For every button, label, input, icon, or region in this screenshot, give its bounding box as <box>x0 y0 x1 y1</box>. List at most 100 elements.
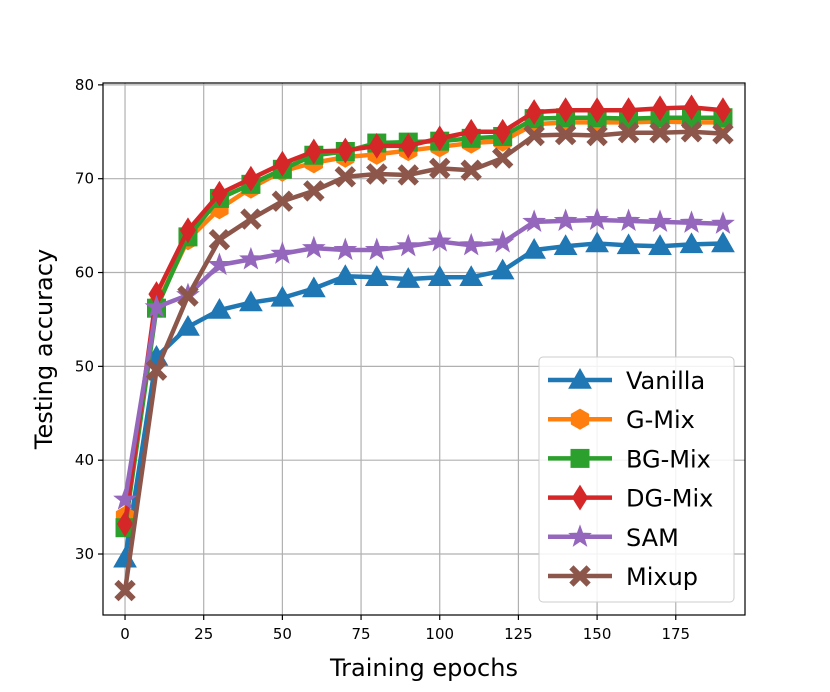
x-tick-label: 75 <box>352 625 371 643</box>
legend-label: BG-Mix <box>626 445 711 473</box>
data-point <box>711 211 735 234</box>
data-point <box>303 180 325 202</box>
x-tick-label: 25 <box>194 625 213 643</box>
axis-ticks: 0 25 50 75 100 125 150 175 30 40 50 60 70 80 <box>75 76 690 643</box>
data-point <box>649 122 671 144</box>
x-tick-label: 50 <box>273 625 292 643</box>
legend-label: SAM <box>626 524 679 552</box>
data-point <box>144 294 169 318</box>
x-tick-label: 100 <box>425 625 454 643</box>
data-point <box>239 246 263 270</box>
y-tick-label: 70 <box>75 170 94 188</box>
data-point <box>648 234 672 256</box>
data-point <box>179 217 197 244</box>
data-point <box>459 232 484 256</box>
legend-item: Mixup <box>548 563 698 591</box>
legend-label: Mixup <box>626 563 698 591</box>
plot-frame <box>102 82 746 616</box>
legend-item: BG-Mix <box>548 445 711 473</box>
data-point <box>274 150 291 177</box>
legend: Vanilla G-Mix BG-Mix DG-Mix SAM Mixup <box>538 356 735 603</box>
data-point <box>211 180 228 207</box>
data-point <box>207 252 232 276</box>
data-point <box>337 137 354 164</box>
data-point <box>680 121 703 143</box>
data-point <box>145 359 168 381</box>
data-point <box>553 234 578 256</box>
data-point <box>711 231 735 253</box>
data-point <box>712 122 734 145</box>
data-point <box>334 166 357 188</box>
data-point <box>242 165 260 192</box>
series-vanilla <box>113 231 735 568</box>
data-point <box>301 235 326 259</box>
data-point <box>333 237 358 261</box>
legend-marker <box>570 408 590 430</box>
legend-item: SAM <box>548 524 679 552</box>
data-point <box>648 209 672 232</box>
data-point <box>553 208 578 232</box>
data-point <box>208 228 231 251</box>
y-axis-label: Testing accuracy <box>30 249 58 450</box>
data-point <box>523 124 545 147</box>
data-point <box>207 298 232 319</box>
x-axis-label: Training epochs <box>329 654 518 682</box>
data-point <box>305 138 322 165</box>
data-point <box>714 97 732 124</box>
data-point <box>491 147 514 169</box>
data-point <box>427 229 452 252</box>
data-point <box>490 230 515 253</box>
data-point <box>431 125 448 152</box>
series-mixup <box>114 121 734 602</box>
data-point <box>429 157 451 180</box>
series-layer <box>113 94 735 602</box>
data-point <box>554 123 577 146</box>
legend-marker <box>569 565 591 587</box>
data-point <box>651 95 669 122</box>
data-point <box>586 124 608 147</box>
data-point <box>617 122 640 144</box>
data-point <box>113 487 137 510</box>
data-point <box>114 579 136 602</box>
data-point <box>620 97 637 124</box>
data-point <box>176 314 200 336</box>
data-point <box>366 163 388 185</box>
legend-label: Vanilla <box>626 367 705 395</box>
data-point <box>116 511 134 537</box>
data-point <box>616 233 641 255</box>
x-tick-label: 0 <box>120 625 130 643</box>
x-tick-label: 150 <box>583 625 612 643</box>
data-point <box>616 208 641 232</box>
legend-item: DG-Mix <box>548 485 713 513</box>
data-point <box>364 237 389 261</box>
legend-marker <box>571 484 589 511</box>
data-point <box>522 238 547 259</box>
series-dg-mix <box>116 94 732 537</box>
data-point <box>396 267 421 288</box>
data-point <box>460 159 482 181</box>
data-point <box>239 290 263 312</box>
data-point <box>271 190 294 212</box>
data-point <box>396 233 421 257</box>
data-point <box>427 265 452 286</box>
y-tick-label: 60 <box>75 264 94 282</box>
data-point <box>490 258 515 280</box>
data-point <box>526 99 543 126</box>
data-point <box>400 132 417 159</box>
legend-marker <box>570 448 590 468</box>
data-point <box>585 231 609 253</box>
data-point <box>679 210 704 233</box>
data-point <box>240 208 262 230</box>
x-tick-label: 175 <box>661 625 690 643</box>
y-tick-label: 30 <box>75 545 94 563</box>
data-point <box>494 118 511 145</box>
data-point <box>270 285 295 307</box>
data-point <box>368 132 385 159</box>
data-point <box>463 118 480 145</box>
data-point <box>333 264 358 286</box>
legend-item: Vanilla <box>548 367 705 395</box>
y-tick-label: 40 <box>75 451 94 469</box>
legend-marker <box>568 367 592 389</box>
legend-label: DG-Mix <box>626 485 713 513</box>
